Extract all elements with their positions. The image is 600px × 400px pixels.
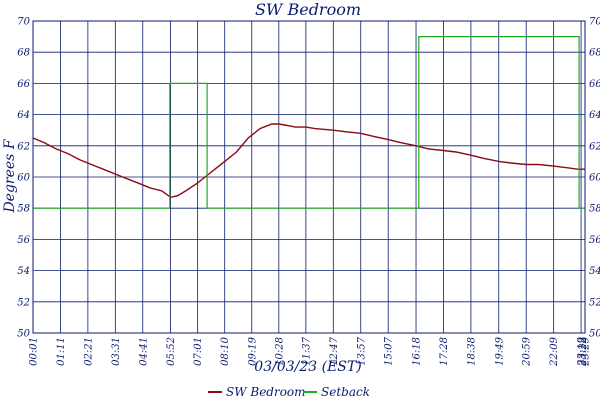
legend-label-setback: Setback: [321, 385, 370, 399]
legend: SW Bedroom Setback: [208, 385, 370, 399]
y-tick-label-right: 54: [589, 266, 600, 277]
x-tick-label: 20:59: [522, 336, 533, 366]
y-tick-label-right: 70: [589, 17, 600, 28]
x-tick-label: 02:21: [83, 337, 94, 366]
left-y-ticks: 50 52 54 56 58 60 62 64 66 68 70: [17, 17, 30, 340]
y-tick-label-left: 54: [17, 266, 30, 277]
x-tick-label: 00:01: [29, 337, 40, 366]
x-tick-label: 11:37: [301, 336, 312, 365]
legend-label-sw-bedroom: SW Bedroom: [226, 385, 306, 399]
x-tick-label: 09:19: [247, 336, 258, 365]
x-tick-label: 07:01: [193, 337, 204, 366]
x-axis-title: 03/03/23 (EST): [254, 359, 361, 375]
y-tick-label-right: 64: [589, 110, 600, 121]
grid: [32, 20, 585, 334]
x-tick-label: 08:10: [220, 336, 231, 365]
y-tick-label-right: 50: [589, 329, 600, 340]
y-tick-label-left: 66: [17, 79, 30, 90]
y-tick-label-left: 56: [17, 235, 30, 246]
x-tick-label: 23:22: [578, 337, 589, 367]
y-tick-label-left: 52: [17, 297, 30, 308]
y-tick-label-left: 70: [17, 17, 30, 28]
right-y-ticks: 50 52 54 56 58 60 62 64 66 68 70: [589, 17, 600, 340]
x-tick-label: 16:18: [412, 337, 423, 366]
y-tick-label-right: 56: [589, 235, 600, 246]
x-tick-label: 15:07: [384, 336, 395, 365]
y-tick-label-right: 66: [589, 79, 600, 90]
x-tick-label: 01:11: [56, 337, 67, 366]
y-tick-label-left: 50: [17, 329, 30, 340]
plot-frame: [32, 20, 586, 334]
x-ticks: 00:01 01:11 02:21 03:31 04:41 05:52 07:01 08:10…: [29, 336, 592, 366]
y-tick-label-right: 62: [589, 141, 600, 152]
x-tick-label: 03:31: [111, 337, 122, 366]
x-tick-label: 23:29: [581, 336, 592, 366]
y-tick-label-left: 60: [17, 173, 30, 184]
x-tick-label: 17:28: [439, 337, 450, 366]
x-tick-label: 22:09: [549, 336, 560, 366]
series-line-setback: [33, 35, 585, 209]
y-tick-label-right: 60: [589, 173, 600, 184]
y-tick-label-left: 62: [17, 141, 30, 152]
y-tick-label-left: 58: [17, 204, 30, 215]
y-tick-label-right: 58: [589, 204, 600, 215]
x-tick-label: 23:19: [577, 336, 588, 366]
y-axis-title: Degrees F: [2, 138, 18, 213]
y-tick-label-left: 68: [17, 48, 30, 59]
chart-title: SW Bedroom: [255, 0, 361, 19]
x-tick-label: 05:52: [166, 337, 177, 366]
x-tick-label: 10:28: [274, 337, 285, 366]
x-tick-label: 18:38: [466, 337, 477, 366]
x-tick-label: 12:47: [329, 336, 340, 365]
y-tick-label-left: 64: [17, 110, 30, 121]
x-tick-label: 13:57: [356, 336, 367, 365]
x-tick-label: 04:41: [138, 337, 149, 366]
x-tick-label: 19:49: [494, 336, 505, 365]
series-line-sw-bedroom: [32, 123, 585, 199]
y-tick-label-right: 68: [589, 48, 600, 59]
y-tick-label-right: 52: [589, 297, 600, 308]
series-layer: [32, 35, 585, 209]
